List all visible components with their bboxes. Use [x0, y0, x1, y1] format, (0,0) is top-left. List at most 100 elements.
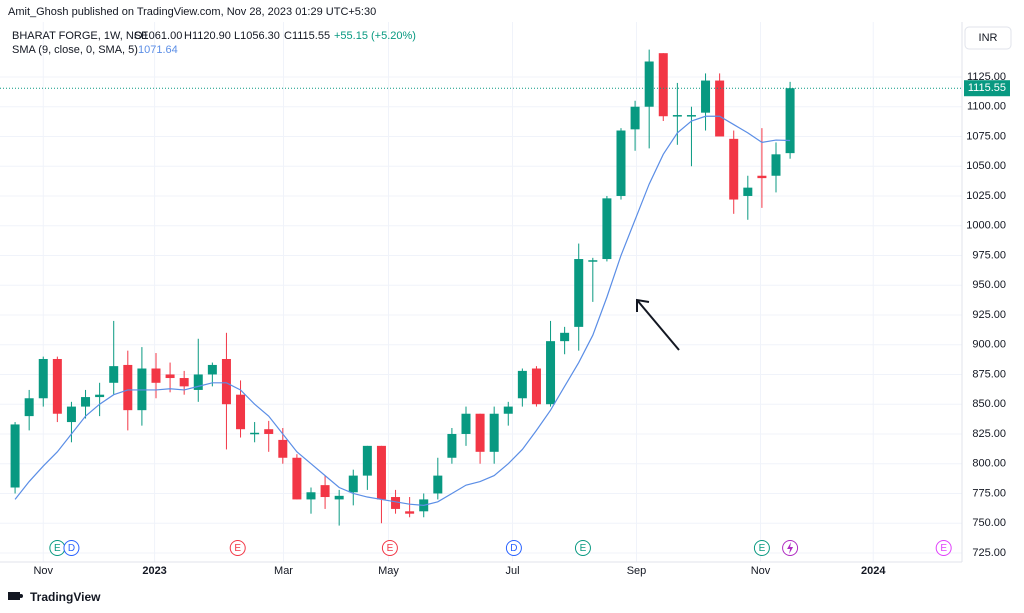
currency[interactable]: INR: [979, 32, 998, 44]
event-label[interactable]: E: [580, 543, 587, 554]
candle-body: [165, 374, 175, 379]
x-tick-label: Nov: [751, 565, 771, 577]
candle-body: [574, 259, 584, 327]
currency-box[interactable]: [964, 26, 1012, 50]
candle-body: [24, 398, 34, 417]
split-bolt: [787, 542, 794, 554]
ohlc-label: C1115.55: [284, 30, 330, 42]
candle-body: [236, 394, 246, 430]
x-tick-label: May: [378, 565, 399, 577]
event-icon[interactable]: [935, 540, 952, 556]
candle-body: [517, 370, 527, 399]
candle-body: [475, 413, 485, 452]
symbol: BHARAT FORGE, 1W, NSE: [12, 30, 149, 42]
candle-body: [376, 445, 386, 500]
event-icon[interactable]: [574, 540, 591, 556]
y-tick-label: 825.00: [972, 428, 1006, 440]
candle-body: [278, 439, 288, 458]
y-tick-label: 1025.00: [966, 190, 1006, 202]
candle-body: [362, 445, 372, 476]
event-label[interactable]: E: [940, 543, 947, 554]
y-tick-label: 800.00: [972, 458, 1006, 470]
candle-body: [546, 341, 556, 405]
event-icon[interactable]: [753, 540, 770, 556]
plot: [0, 22, 962, 562]
candle-body: [701, 80, 711, 113]
y-tick-label: 775.00: [972, 487, 1006, 499]
ohlc-label: O1061.00: [134, 30, 182, 42]
candle-body: [151, 368, 161, 383]
y-tick-label: 875.00: [972, 368, 1006, 380]
x-tick-label: 2024: [861, 565, 886, 577]
candle-body: [715, 80, 725, 137]
event-icon[interactable]: [505, 540, 522, 556]
candle-body: [560, 332, 570, 342]
candle-body: [447, 433, 457, 458]
candle-body: [757, 175, 767, 179]
y-tick-label: 1100.00: [967, 101, 1006, 113]
candle-body: [123, 364, 133, 411]
candle-body: [433, 475, 443, 494]
y-tick-label: 1125.00: [967, 71, 1006, 83]
candle-body: [771, 154, 781, 176]
candle-body: [672, 115, 682, 117]
candle-body: [489, 413, 499, 452]
change-label: +55.15 (+5.20%): [334, 30, 416, 42]
candle-body: [729, 138, 739, 200]
sma-value: 1071.64: [138, 44, 178, 56]
event-label[interactable]: D: [68, 543, 75, 554]
candle-body: [193, 374, 203, 390]
y-tick-label: 900.00: [972, 339, 1006, 351]
y-tick-label: 1000.00: [966, 220, 1006, 232]
ohlc-label: H1120.90: [184, 30, 231, 42]
event-label[interactable]: E: [54, 543, 61, 554]
candle-body: [616, 130, 626, 196]
candle-body: [179, 378, 189, 387]
y-tick-label: 950.00: [972, 279, 1006, 291]
footer-brand: TradingView: [30, 590, 101, 604]
candle-body: [66, 406, 76, 423]
y-tick-label: 1075.00: [966, 130, 1006, 142]
event-icon[interactable]: [229, 540, 246, 556]
event-icon[interactable]: [381, 540, 398, 556]
footer-logo: [8, 592, 23, 600]
last-price-label: 1115.55: [968, 82, 1006, 94]
candle-body: [743, 187, 753, 196]
candle-body: [531, 368, 541, 405]
y-tick-label: 750.00: [972, 517, 1006, 529]
x-tick-label: Mar: [274, 565, 293, 577]
y-tick-label: 850.00: [972, 398, 1006, 410]
candle-body: [405, 511, 415, 514]
candle-body: [391, 497, 401, 509]
candle-body: [686, 115, 696, 117]
event-icon[interactable]: [63, 540, 80, 556]
sma-line: [14, 115, 791, 506]
candle-body: [95, 394, 105, 398]
candle-body: [602, 198, 612, 260]
candle-body: [264, 429, 274, 434]
candle-body: [630, 106, 640, 130]
y-tick-label: 725.00: [972, 547, 1006, 559]
candle-body: [81, 397, 91, 407]
event-label[interactable]: E: [759, 543, 766, 554]
candle-body: [207, 364, 217, 375]
y-tick-label: 925.00: [972, 309, 1006, 321]
candle-body: [588, 260, 598, 262]
candle-body: [292, 457, 302, 500]
event-label[interactable]: D: [510, 543, 517, 554]
candle-body: [109, 366, 119, 383]
x-tick-label: Jul: [505, 565, 519, 577]
candle-body: [10, 424, 20, 488]
event-label[interactable]: E: [387, 543, 394, 554]
candle-body: [348, 475, 358, 493]
candle-body: [658, 53, 668, 117]
x-tick-label: 2023: [142, 565, 166, 577]
candle-body: [250, 432, 260, 435]
y-tick-label: 975.00: [972, 249, 1006, 261]
arrow-annotation: [636, 298, 680, 351]
ohlc-label: L1056.30: [234, 30, 280, 42]
event-label[interactable]: E: [234, 543, 241, 554]
y-tick-label: 1050.00: [966, 160, 1006, 172]
publisher: Amit_Ghosh published on TradingView.com,…: [8, 6, 376, 18]
candle-body: [306, 492, 316, 500]
